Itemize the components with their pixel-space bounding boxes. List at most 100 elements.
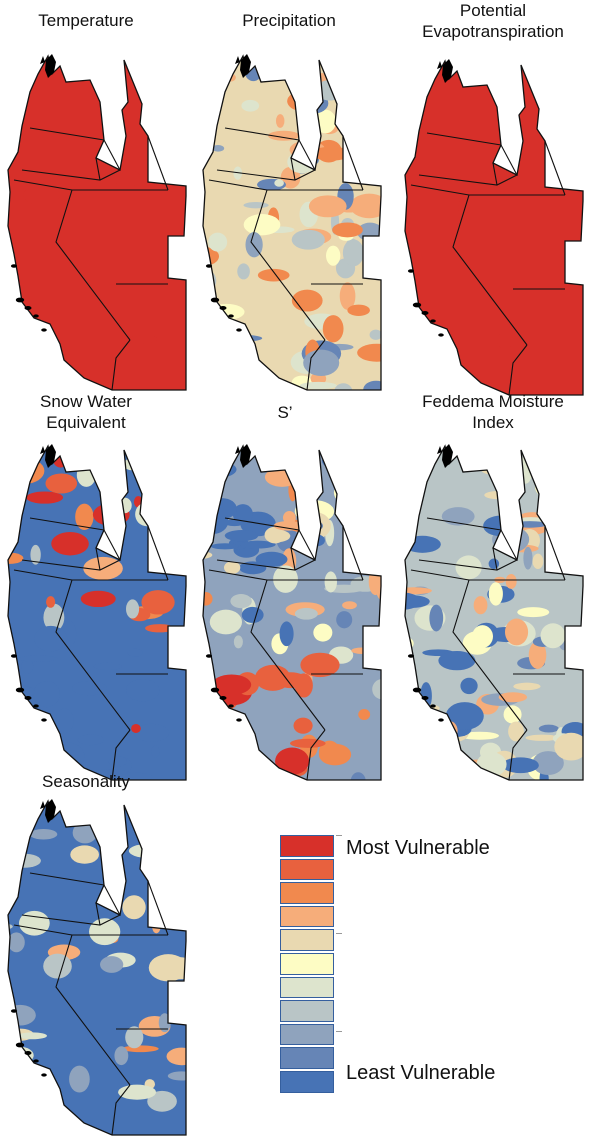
state-boundary	[306, 339, 326, 391]
channel-island	[24, 696, 32, 700]
map-outline	[7, 444, 187, 781]
map-fill	[203, 446, 381, 780]
state-boundary	[147, 880, 169, 936]
channel-island	[430, 319, 436, 323]
channel-island	[41, 328, 47, 332]
western-us-map	[202, 54, 382, 391]
panel-title-line: Seasonality	[42, 772, 130, 791]
legend-swatch	[280, 835, 334, 857]
panel-title: Feddema Moisture Index	[393, 391, 590, 433]
state-boundary	[103, 139, 121, 171]
channel-island	[407, 269, 415, 273]
state-boundary	[250, 189, 326, 341]
puget-sound	[40, 444, 56, 468]
channel-island	[205, 264, 213, 268]
map-outline	[7, 799, 187, 1136]
map-outline	[202, 54, 382, 391]
state-boundary	[250, 579, 326, 731]
puget-sound	[40, 799, 56, 823]
state-boundary	[111, 729, 131, 781]
channel-island	[15, 297, 25, 303]
state-boundary	[508, 729, 528, 781]
state-boundary	[426, 517, 502, 531]
channel-island	[41, 1073, 47, 1077]
state-boundary	[500, 144, 518, 176]
channel-island	[421, 696, 429, 700]
state-boundary	[410, 184, 470, 196]
channel-island	[41, 718, 47, 722]
channel-island	[10, 1009, 18, 1013]
channel-island	[438, 718, 444, 722]
state-boundary	[426, 132, 502, 146]
panel-title: S’	[185, 402, 385, 423]
western-us-map	[202, 444, 382, 781]
western-us-map	[7, 444, 187, 781]
state-boundary	[452, 579, 528, 731]
channel-island	[205, 654, 213, 658]
panel-title-line: Temperature	[38, 11, 134, 30]
legend-tick	[336, 835, 342, 836]
puget-sound	[235, 444, 251, 468]
state-boundary	[29, 517, 105, 531]
state-boundary	[492, 162, 498, 186]
state-boundary	[95, 157, 101, 181]
puget-sound	[437, 59, 453, 83]
legend-top-label: Most Vulnerable	[346, 837, 490, 859]
channel-island	[210, 687, 220, 693]
state-boundary	[298, 139, 316, 171]
state-boundary	[290, 547, 296, 571]
channel-island	[15, 1042, 25, 1048]
channel-island	[219, 696, 227, 700]
western-us-map	[404, 59, 584, 396]
western-us-map	[7, 799, 187, 1136]
panel-title-line: Index	[472, 413, 514, 432]
state-boundary	[306, 729, 326, 781]
state-boundary	[103, 884, 121, 916]
legend-swatch	[280, 858, 334, 881]
map-fill	[8, 801, 186, 1135]
panel-title: Precipitation	[189, 10, 389, 31]
panel-title: Potential Evapotranspiration	[393, 0, 590, 42]
channel-island	[24, 1051, 32, 1055]
legend: Most Vulnerable Least Vulnerable	[280, 835, 580, 1105]
puget-sound	[437, 444, 453, 468]
state-boundary	[95, 547, 101, 571]
state-boundary	[544, 140, 566, 196]
channel-island	[407, 654, 415, 658]
state-boundary	[298, 529, 316, 561]
state-boundary	[508, 344, 528, 396]
panel-title-line: Potential	[459, 1, 527, 20]
state-boundary	[208, 179, 268, 191]
state-boundary	[224, 517, 300, 531]
state-boundary	[492, 547, 498, 571]
channel-island	[210, 297, 220, 303]
legend-tick	[336, 1031, 342, 1032]
state-boundary	[208, 569, 268, 581]
state-boundary	[13, 924, 73, 936]
state-boundary	[55, 189, 131, 341]
panel-title-line: Precipitation	[242, 11, 336, 30]
state-boundary	[13, 179, 73, 191]
state-boundary	[55, 579, 131, 731]
legend-swatch	[280, 1000, 334, 1022]
state-boundary	[29, 127, 105, 141]
western-us-map	[404, 444, 584, 781]
state-boundary	[111, 1084, 131, 1136]
channel-island	[15, 687, 25, 693]
panel-title: Temperature	[0, 10, 186, 31]
western-us-map	[7, 54, 187, 391]
panel-title-line: Equivalent	[46, 413, 126, 432]
channel-island	[421, 311, 429, 315]
legend-swatch	[280, 905, 334, 928]
state-boundary	[147, 135, 169, 191]
state-boundary	[342, 525, 364, 581]
state-boundary	[55, 934, 131, 1086]
panel-title: Seasonality	[0, 771, 186, 792]
channel-island	[438, 333, 444, 337]
channel-island	[412, 687, 422, 693]
channel-island	[10, 264, 18, 268]
panel-title-line: S’	[277, 403, 293, 422]
state-boundary	[500, 529, 518, 561]
map-fill	[8, 446, 186, 780]
state-boundary	[224, 127, 300, 141]
